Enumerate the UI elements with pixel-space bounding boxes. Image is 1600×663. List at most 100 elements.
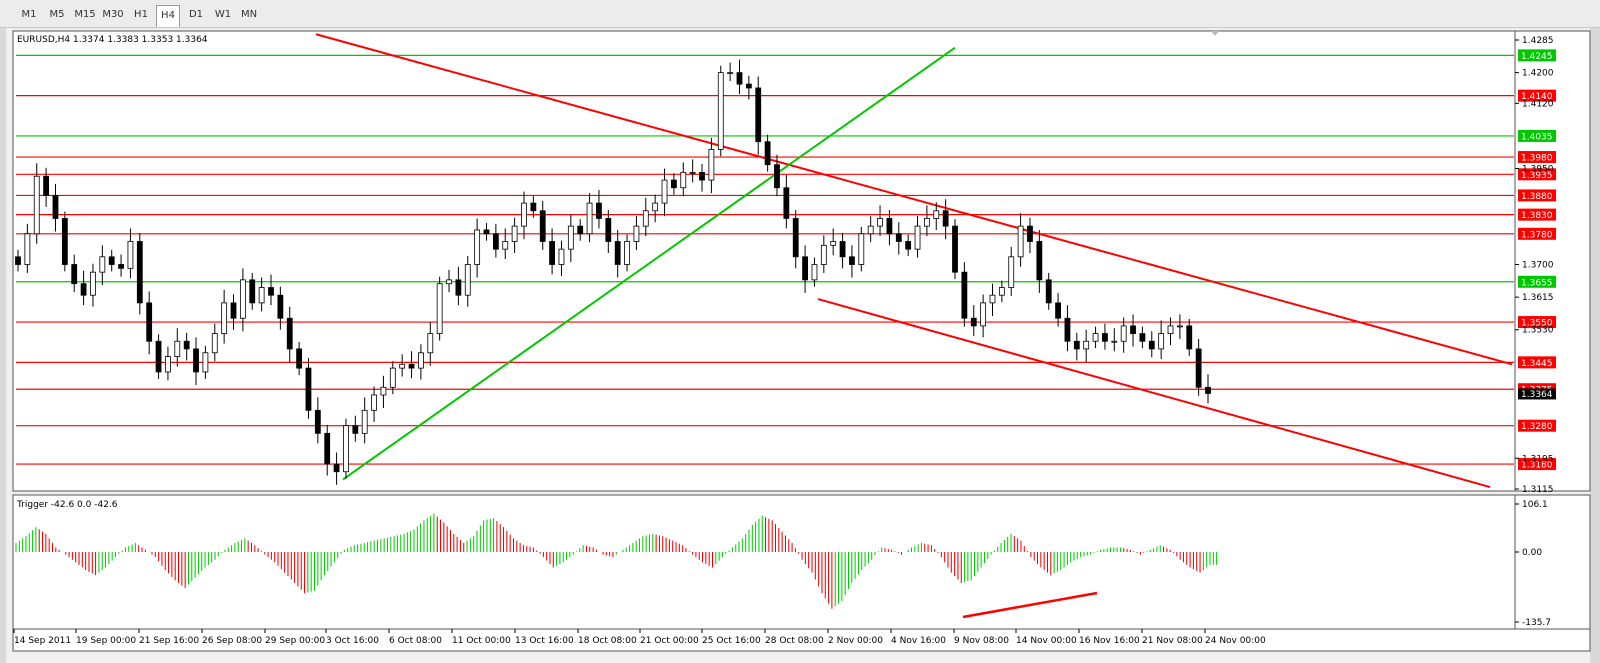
candle-body [99, 256, 106, 273]
candle-body [671, 179, 677, 189]
timeframe-button-m30[interactable]: M30 [102, 9, 124, 20]
candle-body [371, 394, 377, 411]
time-tick-label: 29 Sep 00:00 [265, 636, 325, 646]
candle-body [633, 225, 640, 242]
time-tick-label: 21 Nov 08:00 [1142, 636, 1203, 646]
time-tick-label: 3 Oct 16:00 [326, 636, 379, 646]
rising-support-line [342, 46, 956, 481]
candle-body [118, 264, 124, 269]
candle-body [1139, 333, 1146, 342]
candle-body [652, 202, 659, 212]
candle-body [1148, 340, 1155, 350]
level-tag-1.3780 [1518, 227, 1556, 240]
candle-body [1120, 325, 1127, 342]
candle-body [980, 302, 987, 327]
candle-body [61, 218, 68, 265]
candle-body [183, 340, 190, 350]
candle-body [436, 283, 443, 334]
candle-body [1008, 256, 1015, 288]
chart-shift-marker [1211, 31, 1219, 36]
candle-body [567, 225, 574, 250]
candle-body [314, 409, 321, 434]
price-axis [1514, 30, 1591, 492]
left-edge-panel [0, 28, 6, 663]
candle-body [614, 241, 621, 265]
time-tick-label: 9 Nov 08:00 [954, 636, 1009, 646]
candle-body [867, 225, 874, 235]
level-tag-text: 1.3880 [1521, 192, 1553, 202]
candle-body [389, 367, 396, 388]
right-edge-panel [1590, 28, 1600, 663]
candle-body [689, 171, 696, 174]
time-tick-label: 6 Oct 08:00 [389, 636, 442, 646]
candle-body [923, 218, 930, 227]
timeframe-button-mn[interactable]: MN [240, 9, 258, 20]
timeframe-button-m15[interactable]: M15 [74, 9, 96, 20]
time-tick-label: 24 Nov 00:00 [1205, 636, 1266, 646]
candle-body [24, 233, 31, 265]
price-tick-label: 1.4120 [1522, 99, 1554, 109]
candles [15, 59, 1211, 485]
price-tick-label: 1.3615 [1522, 293, 1554, 303]
candle-body [455, 279, 462, 296]
candle-body [839, 241, 846, 258]
level-tag-1.3550 [1518, 316, 1556, 329]
level-tag-text: 1.3280 [1521, 422, 1553, 432]
candle-body [774, 164, 780, 189]
candle-body [361, 409, 368, 434]
level-tag-1.3445 [1518, 356, 1556, 369]
level-tag-1.3880 [1518, 189, 1556, 202]
candle-body [193, 348, 199, 373]
level-tag-text: 1.3180 [1521, 461, 1553, 471]
timeframe-button-w1[interactable]: W1 [214, 9, 232, 20]
horizontal-levels: 1.4245 1.4140 1.4035 1.3980 1.3935 1.3880 1.38… [16, 49, 1556, 471]
candle-body [764, 141, 771, 166]
candle-body [1167, 325, 1174, 334]
timeframe-button-m1[interactable]: M1 [21, 9, 37, 20]
level-tag-text: 1.3445 [1521, 359, 1553, 369]
timeframe-button-d1[interactable]: D1 [188, 9, 204, 20]
candle-body [811, 264, 818, 281]
chart-symbol-label: EURUSD,H4 1.3374 1.3383 1.3353 1.3364 [17, 35, 208, 45]
candle-body [146, 302, 153, 342]
price-tick-label: 1.4285 [1522, 36, 1554, 46]
price-tick-label: 1.3950 [1522, 165, 1554, 175]
candle-body [708, 148, 715, 181]
candle-body [1055, 302, 1061, 319]
candle-body [492, 233, 499, 250]
candle-body [1027, 225, 1033, 242]
timeframe-button-m5[interactable]: M5 [49, 9, 65, 20]
level-tag-text: 1.4245 [1521, 52, 1553, 62]
candle-body [127, 241, 134, 269]
candle-body [43, 175, 50, 196]
indicator-area[interactable] [12, 494, 1516, 630]
candle-body [605, 218, 612, 242]
time-tick-label: 2 Nov 00:00 [828, 636, 883, 646]
time-tick-label: 11 Oct 00:00 [452, 636, 511, 646]
level-tag-text: 1.3655 [1521, 278, 1553, 288]
level-tag-text: 1.3830 [1521, 211, 1553, 221]
candle-body [586, 202, 593, 235]
candle-body [998, 287, 1005, 296]
timeframe-button-h1[interactable]: H1 [134, 9, 148, 20]
main-chart-area[interactable] [12, 30, 1516, 492]
candle-body [961, 271, 968, 319]
time-tick-label: 26 Sep 08:00 [202, 636, 262, 646]
level-tag-1.3280 [1518, 419, 1556, 432]
level-tag-text: 1.3980 [1521, 154, 1553, 164]
time-tick-label: 16 Nov 16:00 [1079, 636, 1140, 646]
candle-body [1186, 325, 1193, 350]
timeframe-button-h4[interactable]: H4 [156, 5, 180, 27]
candle-body [427, 333, 434, 354]
candle-body [249, 279, 256, 304]
candle-body [886, 218, 893, 235]
level-tag-text: 1.3935 [1521, 171, 1553, 181]
candle-body [511, 225, 518, 242]
candle-body [211, 333, 218, 354]
indicator-axis-ticks: 106.1 0.00 -135.7 [1515, 500, 1551, 628]
price-tick-label: 1.3530 [1522, 326, 1554, 336]
price-tick-label: 1.3195 [1522, 454, 1554, 464]
level-tag-text: 1.3780 [1521, 230, 1553, 240]
candle-body [1111, 340, 1118, 343]
